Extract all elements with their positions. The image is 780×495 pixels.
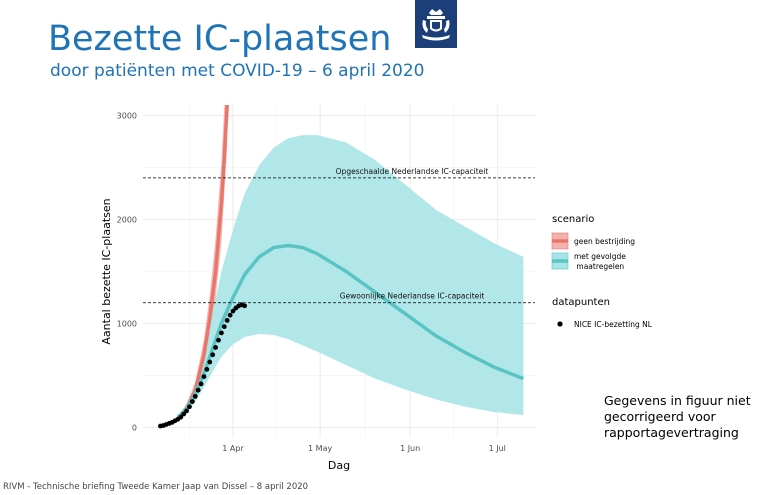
data-point — [189, 399, 195, 404]
legend-label-1: met gevolgde — [574, 252, 626, 261]
data-point — [195, 387, 201, 393]
data-point — [227, 312, 233, 318]
page-subtitle: door patiënten met COVID-19 – 6 april 20… — [50, 61, 425, 81]
data-point — [207, 359, 213, 365]
data-point — [187, 404, 192, 410]
data-point — [184, 408, 189, 414]
x-tick-label: 1 Apr — [222, 444, 244, 453]
x-tick-label: 1 Jun — [400, 444, 420, 453]
crest-icon — [422, 9, 450, 41]
data-point — [178, 414, 184, 420]
data-point — [221, 324, 227, 330]
y-tick-label: 1000 — [117, 320, 137, 329]
figure-note: Gegevens in figuur niet gecorrigeerd voo… — [604, 393, 751, 440]
reference-line-label-0: Opgeschaalde Nederlandse IC-capaciteit — [336, 167, 489, 176]
x-tick-label: 1 Jul — [489, 444, 506, 453]
y-axis-label: Aantal bezette IC-plaatsen — [100, 198, 113, 344]
data-point — [204, 366, 210, 372]
data-point — [210, 352, 216, 358]
data-point — [224, 318, 230, 323]
data-point — [230, 308, 236, 314]
reference-line-label-1: Gewoonlijke Nederlandse IC-capaciteit — [340, 292, 485, 301]
data-point — [201, 374, 207, 380]
legend-scenario-title: scenario — [552, 214, 594, 225]
data-point — [198, 381, 204, 387]
legend-label-1: maatregelen — [574, 262, 624, 271]
legend-point-key — [557, 321, 563, 327]
y-tick-label: 3000 — [117, 111, 137, 120]
x-axis-label: Dag — [328, 459, 350, 472]
data-point — [181, 411, 187, 417]
legend-datapoints-title: datapunten — [552, 297, 610, 308]
data-point — [213, 345, 218, 350]
x-tick-label: 1 May — [308, 444, 332, 453]
crest-logo — [415, 0, 457, 48]
footer-credit: RIVM - Technische briefing Tweede Kamer … — [3, 482, 309, 492]
page-title: Bezette IC-plaatsen — [48, 19, 392, 59]
data-point — [242, 303, 248, 309]
legend: scenario geen bestrijding met gevolgde maa… — [551, 214, 653, 329]
legend-datapoints-label: NICE IC-bezetting NL — [574, 320, 653, 329]
data-point — [219, 330, 224, 336]
y-tick-label: 0 — [132, 424, 137, 433]
data-point — [216, 337, 221, 343]
data-point — [192, 393, 198, 399]
legend-label-0: geen bestrijding — [574, 237, 635, 246]
y-tick-label: 2000 — [117, 215, 137, 224]
